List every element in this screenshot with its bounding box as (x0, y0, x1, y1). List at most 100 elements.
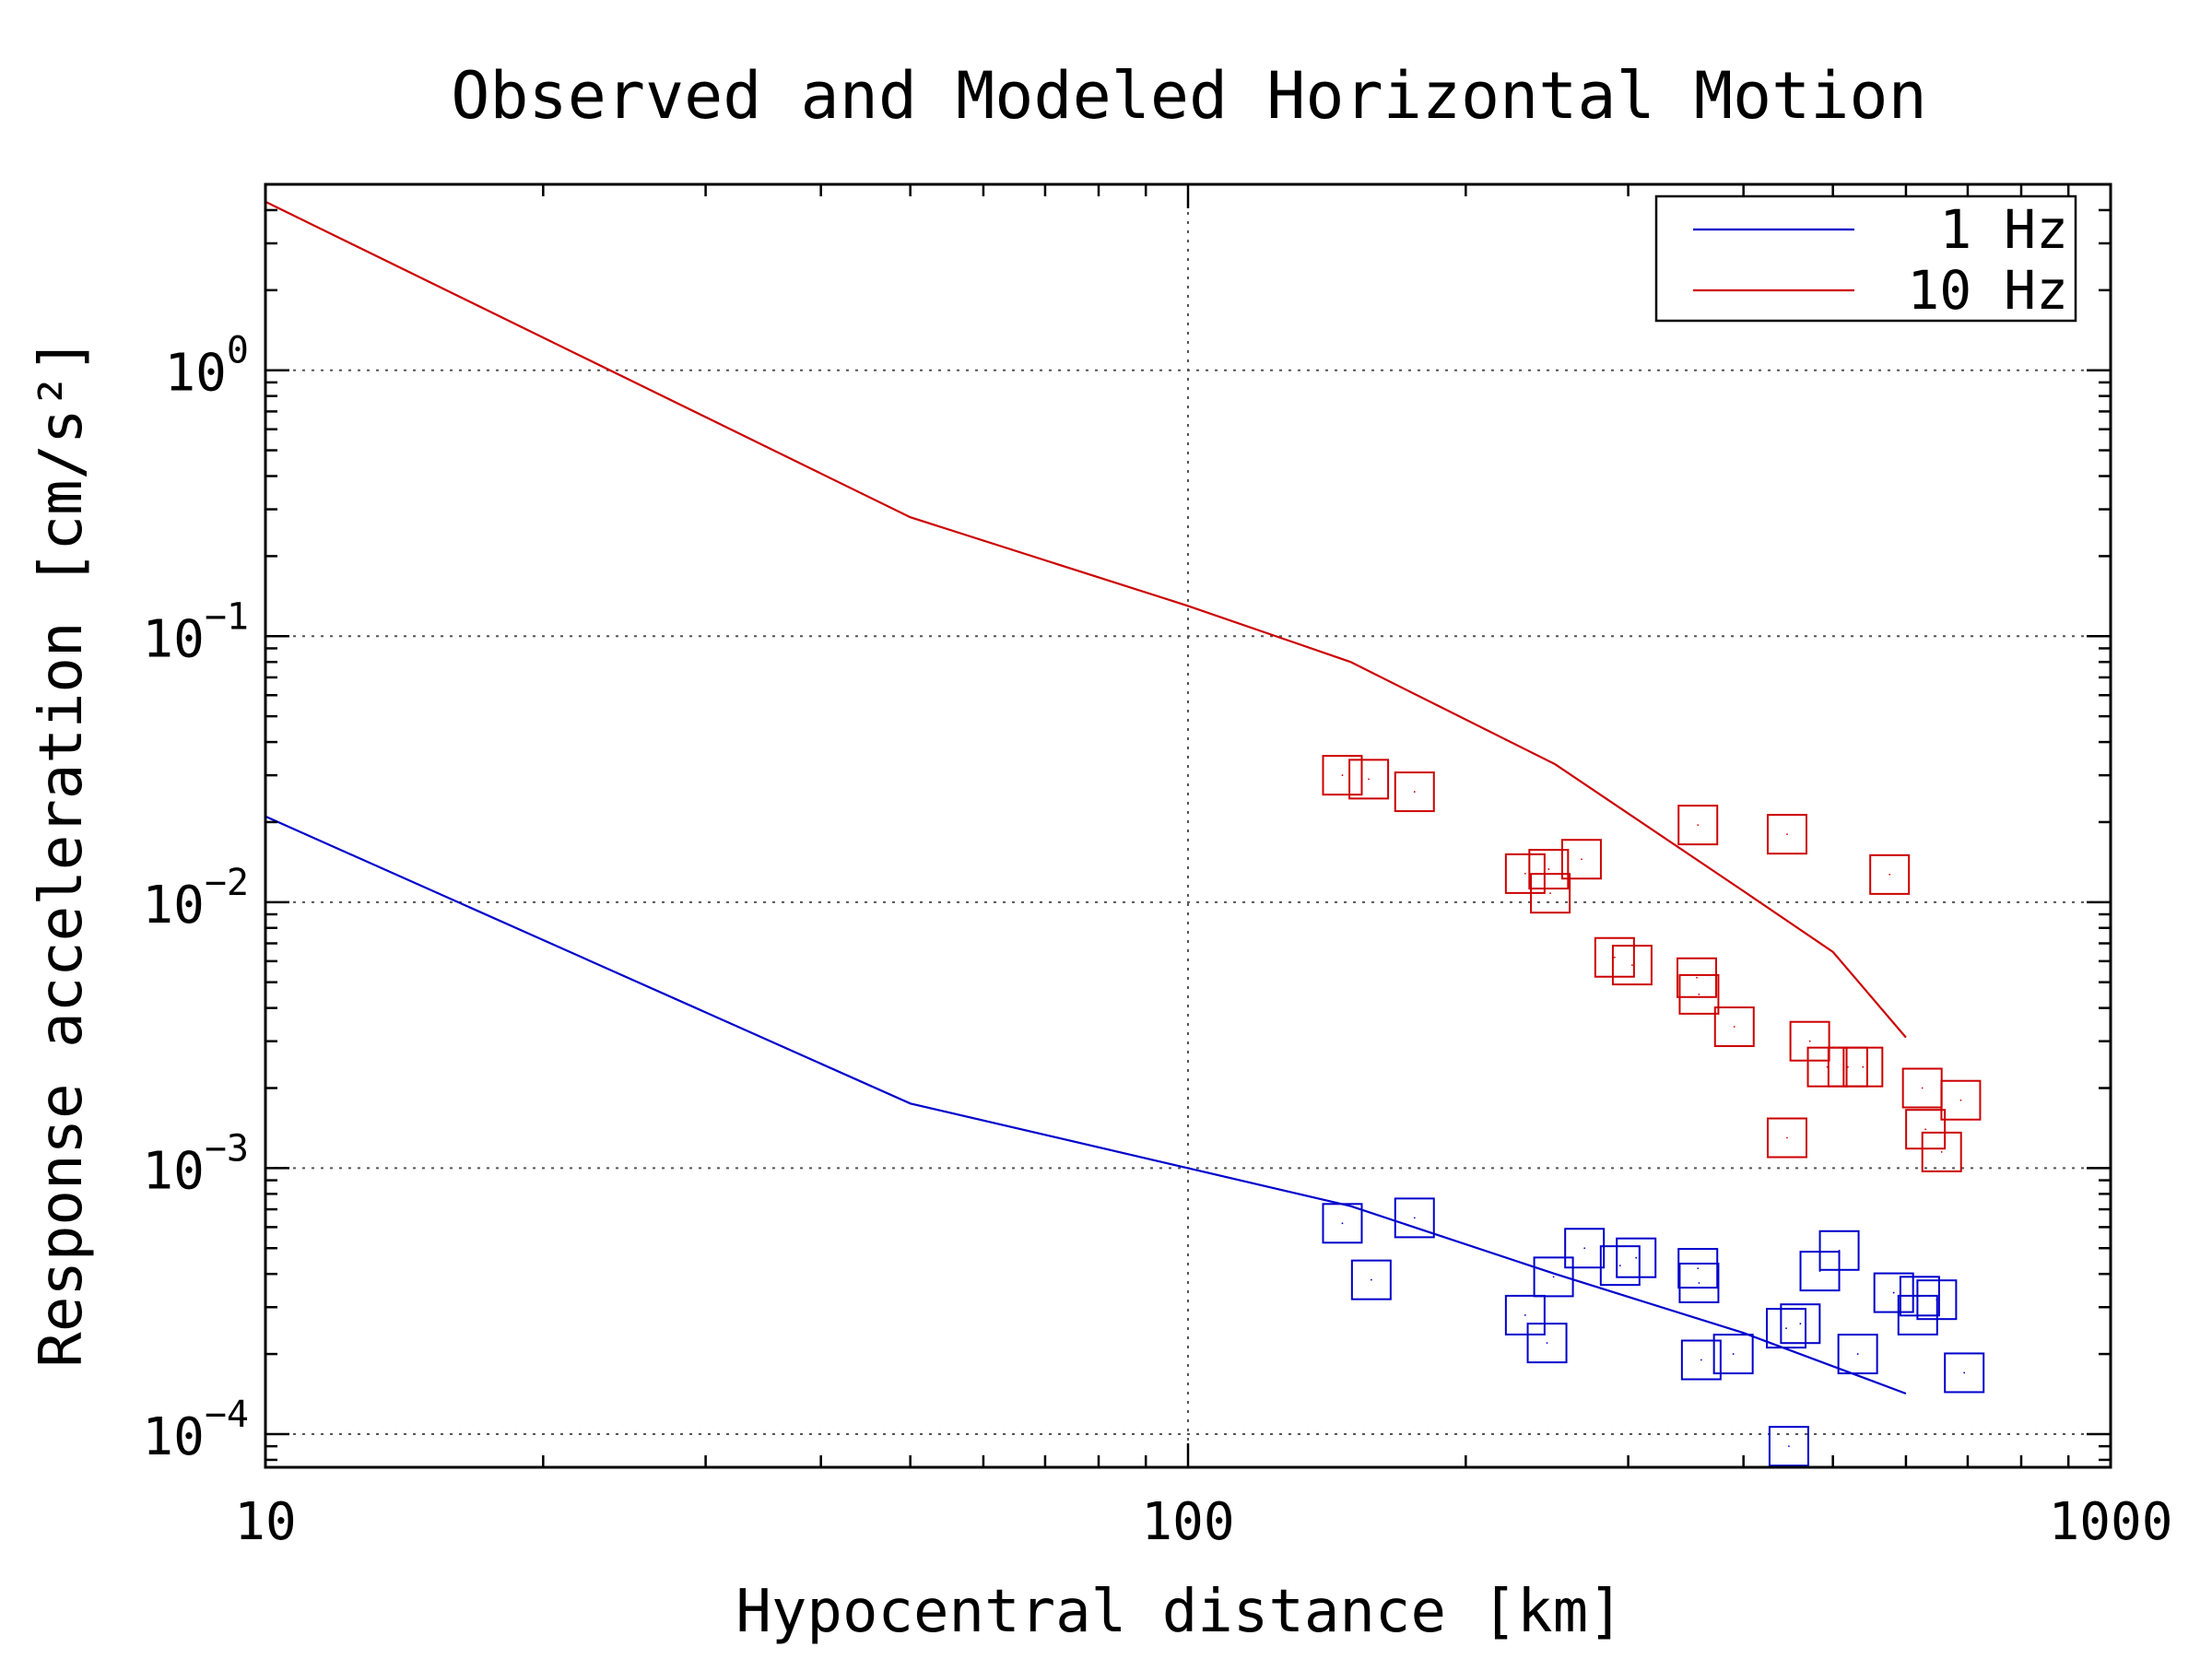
observed-point-center-1hz (1838, 1249, 1841, 1252)
observed-point-10hz (1677, 805, 1719, 846)
observed-point-center-1hz (1413, 1217, 1416, 1219)
observed-point-10hz (1713, 1006, 1755, 1048)
observed-point-center-10hz (1613, 956, 1616, 959)
observed-point-center-1hz (1788, 1445, 1790, 1448)
grid-layer (265, 184, 2111, 1467)
observed-point-10hz (1348, 759, 1390, 800)
observed-point-1hz (1899, 1276, 1940, 1317)
observed-point-1hz (1712, 1334, 1754, 1375)
observed-point-center-10hz (1808, 1040, 1811, 1042)
observed-point-center-10hz (1413, 791, 1416, 793)
observed-point-center-10hz (1581, 858, 1583, 861)
observed-point-10hz (1394, 771, 1435, 813)
observed-point-10hz (1560, 839, 1602, 880)
observed-point-center-1hz (1700, 1359, 1702, 1361)
observed-point-center-10hz (1940, 1150, 1943, 1153)
observed-point-1hz (1616, 1237, 1657, 1278)
observed-point-center-1hz (1635, 1256, 1638, 1259)
observed-point-1hz (1768, 1426, 1809, 1467)
observed-point-10hz (1766, 1117, 1807, 1159)
observed-point-10hz (1806, 1046, 1848, 1088)
observed-point-center-1hz (1732, 1353, 1735, 1355)
legend-label-10hz: 10 Hz (1907, 259, 2068, 322)
observed-point-center-10hz (1368, 778, 1370, 781)
observed-point-center-1hz (1341, 1222, 1344, 1225)
legend-label-1hz: 1 Hz (1939, 198, 2068, 261)
observed-point-center-10hz (1697, 824, 1700, 827)
observed-point-1hz (1394, 1197, 1435, 1239)
observed-point-10hz (1530, 873, 1571, 914)
observed-point-10hz (1905, 1109, 1947, 1150)
observed-point-10hz (1677, 957, 1718, 998)
observed-point-center-10hz (1547, 868, 1550, 870)
observed-point-10hz (1842, 1046, 1884, 1088)
plot-frame (264, 182, 2112, 1469)
observed-point-10hz (1322, 755, 1363, 796)
observed-point-center-10hz (1786, 1136, 1788, 1139)
x-tick-label: 10 (234, 1492, 296, 1552)
observed-point-center-10hz (1862, 1065, 1865, 1068)
legend-box (1654, 194, 2077, 323)
observed-point-1hz (1766, 1308, 1807, 1349)
observed-point-10hz (1789, 1020, 1830, 1062)
observed-point-center-1hz (1546, 1342, 1548, 1345)
observed-point-center-1hz (1618, 1265, 1621, 1267)
observed-point-1hz (1677, 1248, 1719, 1289)
observed-point-10hz (1921, 1131, 1962, 1172)
observed-point-center-1hz (1697, 1267, 1700, 1270)
observed-point-center-10hz (1959, 1099, 1962, 1101)
observed-point-center-10hz (1888, 873, 1891, 876)
observed-point-center-10hz (1341, 774, 1344, 777)
observed-point-1hz (1780, 1303, 1821, 1345)
observed-point-1hz (1680, 1339, 1722, 1381)
y-tick-label: 100 (164, 330, 249, 404)
observed-point-center-1hz (1799, 1323, 1802, 1325)
observed-point-center-1hz (1918, 1295, 1921, 1298)
y-tick-label: 10−4 (142, 1394, 249, 1467)
observed-point-center-1hz (1963, 1371, 1966, 1374)
observed-point-1hz (1526, 1323, 1568, 1364)
observed-point-1hz (1678, 1262, 1720, 1303)
observed-point-center-1hz (1856, 1353, 1859, 1355)
x-tick-label: 1000 (2049, 1492, 2173, 1552)
observed-point-center-1hz (1552, 1276, 1555, 1278)
observed-point-center-10hz (1549, 892, 1551, 895)
observed-point-center-10hz (1921, 1087, 1924, 1089)
tick-layer: 10 100 1000 100 10−1 10−2 10−3 10−4 (142, 182, 2173, 1552)
observed-point-center-10hz (1696, 976, 1698, 979)
observed-point-10hz (1611, 945, 1653, 986)
y-axis-label: Response acceleration [cm/s²] (28, 337, 96, 1367)
observed-point-1hz (1533, 1256, 1574, 1298)
observed-point-center-1hz (1583, 1247, 1586, 1250)
observed-point-center-1hz (1698, 1282, 1700, 1284)
observed-point-center-1hz (1370, 1278, 1372, 1281)
chart-title: Observed and Modeled Horizontal Motion (451, 58, 1926, 134)
observed-point-1hz (1837, 1334, 1878, 1375)
observed-point-1hz (1818, 1230, 1860, 1271)
observed-point-10hz (1940, 1079, 1982, 1121)
observed-point-1hz (1322, 1203, 1363, 1244)
y-tick-label: 10−1 (142, 595, 249, 669)
y-tick-label: 10−3 (142, 1127, 249, 1201)
x-axis-label: Hypocentral distance [km] (735, 1578, 1623, 1646)
series-layer (265, 200, 1985, 1467)
observed-point-1hz (1944, 1352, 1985, 1394)
observed-point-10hz (1678, 973, 1720, 1015)
observed-point-1hz (1564, 1228, 1606, 1269)
observed-point-center-10hz (1924, 1128, 1927, 1131)
observed-point-10hz (1766, 814, 1807, 855)
observed-point-1hz (1873, 1272, 1914, 1313)
observed-point-10hz (1528, 849, 1570, 890)
observed-point-center-10hz (1698, 993, 1700, 995)
observed-point-1hz (1504, 1294, 1546, 1335)
observed-point-center-1hz (1892, 1291, 1895, 1294)
observed-point-center-10hz (1786, 833, 1788, 836)
observed-point-10hz (1594, 936, 1635, 978)
observed-point-center-10hz (1733, 1026, 1735, 1028)
observed-point-1hz (1599, 1245, 1641, 1287)
observed-point-center-1hz (1785, 1327, 1787, 1330)
observed-point-1hz (1916, 1279, 1958, 1321)
observed-point-10hz (1869, 853, 1911, 895)
